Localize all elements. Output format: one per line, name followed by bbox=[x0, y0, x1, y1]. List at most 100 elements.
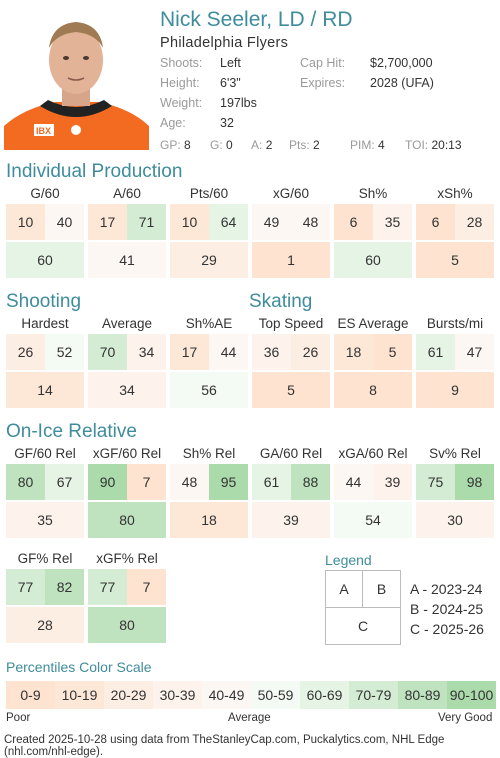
metric-value-b-gf-rel: 82 bbox=[45, 569, 84, 605]
weight-label: Weight: bbox=[160, 96, 203, 110]
metric-value-a-average: 70 bbox=[88, 334, 127, 370]
height-label: Height: bbox=[160, 76, 200, 90]
metric-value-c-xsh: 5 bbox=[416, 242, 494, 278]
metric-value-b-sv-rel: 98 bbox=[455, 464, 494, 500]
metric-value-c-sv-rel: 30 bbox=[416, 502, 494, 538]
metric-label-sv-rel: Sv% Rel bbox=[429, 446, 481, 461]
age-value: 32 bbox=[220, 116, 234, 130]
metric-value-a-es-average: 18 bbox=[334, 334, 373, 370]
scale-range-80-89: 80-89 bbox=[398, 681, 447, 709]
metric-value-a-bursts-mi: 61 bbox=[416, 334, 455, 370]
metric-value-a-g-60: 10 bbox=[6, 204, 45, 240]
metric-value-a-top-speed: 36 bbox=[252, 334, 291, 370]
metric-label-xgf-60-rel: xGF/60 Rel bbox=[92, 446, 162, 461]
metric-label-ga-60-rel: GA/60 Rel bbox=[259, 446, 323, 461]
height-value: 6'3" bbox=[220, 76, 241, 90]
caphit-label: Cap Hit: bbox=[300, 56, 346, 70]
metric-value-b-xsh: 28 bbox=[455, 204, 494, 240]
metric-label-pts-60: Pts/60 bbox=[189, 186, 229, 201]
svg-text:IBX: IBX bbox=[36, 126, 51, 136]
metric-value-a-sh-ae: 17 bbox=[170, 334, 209, 370]
stat-pts: Pts: 2 bbox=[289, 138, 320, 152]
metric-value-a-pts-60: 10 bbox=[170, 204, 209, 240]
metric-label-hardest: Hardest bbox=[21, 316, 69, 331]
metric-label-g-60: G/60 bbox=[30, 186, 60, 201]
scale-poor-label: Poor bbox=[6, 712, 31, 724]
metric-value-b-a-60: 71 bbox=[127, 204, 166, 240]
metric-value-b-g-60: 40 bbox=[45, 204, 84, 240]
metric-value-b-sh-ae: 44 bbox=[209, 334, 248, 370]
metric-value-a-xsh: 6 bbox=[416, 204, 455, 240]
expires-value: 2028 (UFA) bbox=[370, 76, 434, 90]
legend-box-c: C bbox=[325, 607, 401, 645]
metric-label-xgf-rel: xGF% Rel bbox=[96, 551, 158, 566]
player-photo: IBX bbox=[4, 8, 149, 150]
scale-range-0-9: 0-9 bbox=[6, 681, 55, 709]
metric-value-b-sh-rel: 95 bbox=[209, 464, 248, 500]
metric-value-c-hardest: 14 bbox=[6, 372, 84, 408]
metric-value-c-xga-60-rel: 54 bbox=[334, 502, 412, 538]
metric-value-c-xgf-rel: 80 bbox=[88, 607, 166, 643]
legend-text-a: A - 2023-24 bbox=[410, 581, 483, 597]
metric-label-sh-ae: Sh%AE bbox=[185, 316, 233, 331]
metric-value-c-es-average: 8 bbox=[334, 372, 412, 408]
metric-value-c-g-60: 60 bbox=[6, 242, 84, 278]
scale-range-90-100: 90-100 bbox=[447, 681, 496, 709]
metric-value-c-gf-rel: 28 bbox=[6, 607, 84, 643]
metric-value-c-sh: 60 bbox=[334, 242, 412, 278]
metric-label-gf-60-rel: GF/60 Rel bbox=[14, 446, 76, 461]
metric-label-a-60: A/60 bbox=[113, 186, 141, 201]
metric-label-xg-60: xG/60 bbox=[272, 186, 310, 201]
scale-average-label: Average bbox=[228, 712, 271, 724]
shoots-label: Shoots: bbox=[160, 56, 203, 70]
metric-value-b-bursts-mi: 47 bbox=[455, 334, 494, 370]
metric-label-xsh: xSh% bbox=[437, 186, 473, 201]
age-label: Age: bbox=[160, 116, 186, 130]
metric-value-c-ga-60-rel: 39 bbox=[252, 502, 330, 538]
scale-range-30-39: 30-39 bbox=[153, 681, 202, 709]
metric-value-b-gf-60-rel: 67 bbox=[45, 464, 84, 500]
metric-label-gf-rel: GF% Rel bbox=[17, 551, 73, 566]
metric-value-c-xgf-60-rel: 80 bbox=[88, 502, 166, 538]
metric-value-a-xg-60: 49 bbox=[252, 204, 291, 240]
legend-title: Legend bbox=[325, 552, 372, 568]
legend-box-a: A bbox=[325, 570, 363, 608]
metric-value-a-a-60: 17 bbox=[88, 204, 127, 240]
metric-value-c-average: 34 bbox=[88, 372, 166, 408]
metric-value-a-sh-rel: 48 bbox=[170, 464, 209, 500]
scale-range-20-29: 20-29 bbox=[104, 681, 153, 709]
metric-label-es-average: ES Average bbox=[337, 316, 409, 331]
metric-value-c-top-speed: 5 bbox=[252, 372, 330, 408]
scale-range-10-19: 10-19 bbox=[55, 681, 104, 709]
stat-gp: GP: 8 bbox=[160, 138, 191, 152]
legend-text-b: B - 2024-25 bbox=[410, 601, 484, 617]
scale-range-60-69: 60-69 bbox=[300, 681, 349, 709]
stat-a: A: 2 bbox=[251, 138, 273, 152]
metric-label-bursts-mi: Bursts/mi bbox=[426, 316, 484, 331]
scale-range-40-49: 40-49 bbox=[202, 681, 251, 709]
metric-value-b-xgf-rel: 7 bbox=[127, 569, 166, 605]
legend-text-c: C - 2025-26 bbox=[410, 621, 484, 637]
shoots-value: Left bbox=[220, 56, 241, 70]
metric-value-c-sh-ae: 56 bbox=[170, 372, 248, 408]
metric-value-a-xgf-60-rel: 90 bbox=[88, 464, 127, 500]
metric-value-c-bursts-mi: 9 bbox=[416, 372, 494, 408]
metric-value-a-sv-rel: 75 bbox=[416, 464, 455, 500]
section-skating: Skating bbox=[249, 291, 313, 312]
scale-range-70-79: 70-79 bbox=[349, 681, 398, 709]
metric-value-a-ga-60-rel: 61 bbox=[252, 464, 291, 500]
metric-label-average: Average bbox=[101, 316, 153, 331]
footer-credit: Created 2025-10-28 using data from TheSt… bbox=[4, 734, 445, 758]
legend-box-b: B bbox=[362, 570, 401, 608]
scale-range-50-59: 50-59 bbox=[251, 681, 300, 709]
metric-value-b-sh: 35 bbox=[373, 204, 412, 240]
metric-value-a-xga-60-rel: 44 bbox=[334, 464, 373, 500]
metric-value-a-hardest: 26 bbox=[6, 334, 45, 370]
metric-value-b-es-average: 5 bbox=[373, 334, 412, 370]
metric-label-sh: Sh% bbox=[358, 186, 388, 201]
metric-value-a-sh: 6 bbox=[334, 204, 373, 240]
metric-value-b-pts-60: 64 bbox=[209, 204, 248, 240]
player-name: Nick Seeler, LD / RD bbox=[160, 8, 353, 31]
metric-value-b-average: 34 bbox=[127, 334, 166, 370]
metric-label-top-speed: Top Speed bbox=[258, 316, 324, 331]
